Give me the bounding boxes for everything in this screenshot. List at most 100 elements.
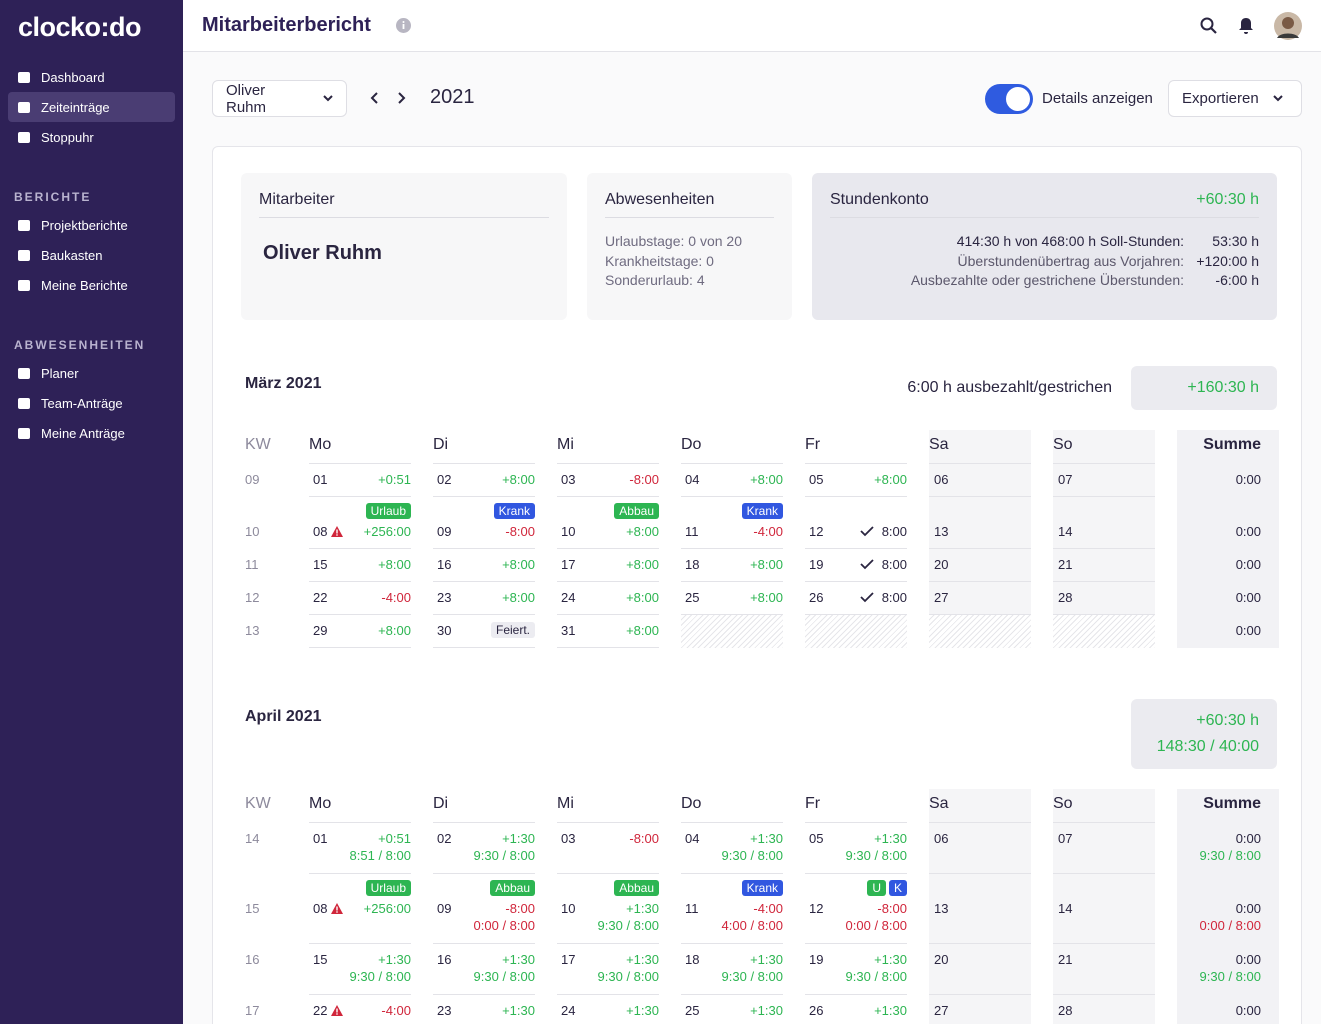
nav-item[interactable]: Dashboard xyxy=(8,62,175,92)
day-plan: 9:30 / 8:00 xyxy=(349,969,411,984)
column-header: Mo xyxy=(309,789,411,823)
nav-item[interactable]: Zeiteinträge xyxy=(8,92,175,122)
cell-sub xyxy=(929,968,1031,986)
sum-value: 0:00 xyxy=(1235,556,1261,572)
day-value: +1:30 xyxy=(502,830,535,846)
week-number-cell: 09 xyxy=(245,464,287,497)
day-cell: 13 xyxy=(929,874,1031,944)
week-number: 13 xyxy=(245,622,260,638)
employee-select[interactable]: Oliver Ruhm xyxy=(212,80,347,117)
week-number-cell: 13 xyxy=(245,615,287,648)
nav-label: Dashboard xyxy=(41,69,105,85)
day-cell: 19 8:00 xyxy=(805,549,907,582)
day-cell: 27 xyxy=(929,995,1031,1024)
column-header: Sa xyxy=(929,789,1031,823)
date: 31 xyxy=(561,622,576,638)
cell-line: 02 +8:00 xyxy=(433,470,535,488)
check-icon xyxy=(860,591,874,602)
day-value-wrap: +8:00 xyxy=(502,557,535,572)
column-header: KW xyxy=(245,795,271,812)
day-cell: 18 +1:30 9:30 / 8:00 xyxy=(681,944,783,995)
day-value: +8:00 xyxy=(626,523,659,539)
day-value: 8:00 xyxy=(881,523,907,539)
top-bar: Mitarbeiterbericht xyxy=(183,0,1321,52)
year-nav[interactable] xyxy=(370,92,410,104)
day-cell: 03 -8:00 xyxy=(557,823,659,874)
details-toggle[interactable] xyxy=(985,84,1033,114)
day-date: 05 xyxy=(805,831,823,846)
nav-item[interactable]: Meine Anträge xyxy=(8,418,175,448)
date: 24 xyxy=(561,589,576,605)
week-number: 14 xyxy=(245,830,260,846)
day-cell: 05 +8:00 xyxy=(805,464,907,497)
day-cell: 20 xyxy=(929,944,1031,995)
cell-line: 03 -8:00 xyxy=(557,470,659,488)
cell-sub xyxy=(929,847,1031,865)
day-cell: 22 -4:00 xyxy=(309,995,411,1024)
cell-sub: 9:30 / 8:00 xyxy=(1177,847,1261,865)
week-number: 11 xyxy=(245,556,259,572)
day-date: 26 xyxy=(805,590,823,605)
info-icon[interactable] xyxy=(396,18,411,33)
day-cell: 28 xyxy=(1053,582,1155,615)
cell-sub: 4:00 / 8:00 xyxy=(681,917,783,935)
avatar[interactable] xyxy=(1274,12,1302,40)
day-cell xyxy=(1053,615,1155,648)
nav-item[interactable]: Team-Anträge xyxy=(8,388,175,418)
logo[interactable]: clocko:do xyxy=(18,12,142,42)
cell-line: 27 xyxy=(929,588,1031,606)
date: 25 xyxy=(685,1002,700,1018)
day-date: 15 xyxy=(309,557,327,572)
day-value-wrap: +256:00 xyxy=(364,901,411,916)
cell-sub xyxy=(309,917,411,935)
cell-sub: 8:51 / 8:00 xyxy=(309,847,411,865)
search-icon[interactable] xyxy=(1200,17,1218,35)
nav-item[interactable]: Meine Berichte xyxy=(8,270,175,300)
date: 08 xyxy=(313,900,328,916)
day-plan: 9:30 / 8:00 xyxy=(597,918,659,933)
cell-line: 07 xyxy=(1053,470,1155,488)
total-box: +160:30 h xyxy=(1131,366,1277,410)
card-title: Mitarbeiter xyxy=(259,191,549,218)
date: 17 xyxy=(561,951,576,967)
week-number: 12 xyxy=(245,589,260,605)
day-date: 31 xyxy=(557,623,575,638)
column-header: Mi xyxy=(557,789,659,823)
day-date: 08 xyxy=(309,524,344,539)
column-header: Sa xyxy=(929,430,1031,464)
day-date: 30 xyxy=(433,623,451,638)
total-box: +60:30 h 148:30 / 40:00 xyxy=(1131,699,1277,769)
nav-item[interactable]: Baukasten xyxy=(8,240,175,270)
date: 05 xyxy=(809,830,824,846)
day-date: 05 xyxy=(805,472,823,487)
day-value-wrap: +8:00 xyxy=(626,623,659,638)
day-value-wrap: +8:00 xyxy=(502,590,535,605)
date: 01 xyxy=(313,471,328,487)
day-cell: 21 xyxy=(1053,549,1155,582)
date: 03 xyxy=(561,830,576,846)
day-value-wrap: +1:30 xyxy=(502,952,535,967)
date: 22 xyxy=(313,1002,328,1018)
day-cell: 12 8:00 xyxy=(805,497,907,549)
cell-line: 01 +0:51 xyxy=(309,829,411,847)
nav-item[interactable]: Projektberichte xyxy=(8,210,175,240)
day-value: +1:30 xyxy=(750,830,783,846)
day-cell: 24 +1:30 xyxy=(557,995,659,1024)
day-value-wrap: +1:30 xyxy=(378,952,411,967)
nav-item[interactable]: Stoppuhr xyxy=(8,122,175,152)
month: März 2021 6:00 h ausbezahlt/gestrichen +16… xyxy=(245,366,1279,648)
nav-item[interactable]: Planer xyxy=(8,358,175,388)
cell-sub xyxy=(929,917,1031,935)
date: 03 xyxy=(561,471,576,487)
export-button[interactable]: Exportieren xyxy=(1168,80,1302,117)
day-plan: 4:00 / 8:00 xyxy=(721,918,783,933)
day-cell: 17 +1:30 9:30 / 8:00 xyxy=(557,944,659,995)
day-cell: 14 xyxy=(1053,497,1155,549)
account-row: Überstundenübertrag aus Vorjahren: +120:0… xyxy=(830,252,1259,272)
cell-line: 15 +8:00 xyxy=(309,555,411,573)
day-value: +1:30 xyxy=(626,900,659,916)
day-cell: Abbau 10 +1:30 9:30 / 8:00 xyxy=(557,874,659,944)
date: 14 xyxy=(1058,900,1073,916)
date: 01 xyxy=(313,830,328,846)
bell-icon[interactable] xyxy=(1238,17,1254,35)
